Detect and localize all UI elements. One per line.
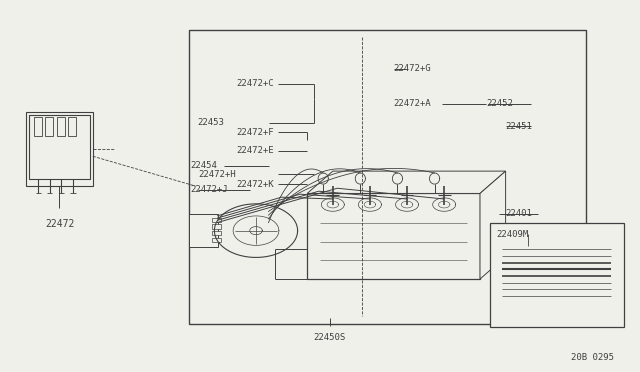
Text: 22472+J: 22472+J: [191, 185, 228, 194]
Text: 22451: 22451: [506, 122, 532, 131]
Text: 22472+E: 22472+E: [237, 146, 275, 155]
Bar: [34, 117, 42, 136]
Text: 22472+G: 22472+G: [394, 64, 431, 73]
Text: 22472+F: 22472+F: [237, 128, 275, 137]
Bar: [57, 117, 65, 136]
Text: 22453: 22453: [197, 118, 224, 127]
Text: 22409M: 22409M: [496, 230, 528, 239]
Polygon shape: [480, 171, 506, 279]
Text: 22472: 22472: [45, 219, 74, 230]
Bar: [189, 214, 218, 247]
Bar: [189, 30, 586, 324]
Bar: [45, 117, 53, 136]
Bar: [212, 224, 221, 229]
Bar: [307, 193, 480, 279]
Text: 22472+H: 22472+H: [198, 170, 236, 179]
Bar: [68, 117, 76, 136]
Text: 20B 0295: 20B 0295: [572, 353, 614, 362]
Polygon shape: [307, 171, 506, 193]
Text: 22454: 22454: [191, 161, 218, 170]
Text: 22472+C: 22472+C: [237, 79, 275, 88]
Bar: [212, 218, 221, 222]
Text: 22472+A: 22472+A: [394, 99, 431, 108]
Text: 22401: 22401: [506, 209, 532, 218]
Bar: [26, 112, 93, 186]
Text: 22450S: 22450S: [314, 333, 346, 342]
Text: 22472+K: 22472+K: [237, 180, 275, 189]
Bar: [212, 231, 221, 235]
Bar: [212, 238, 221, 242]
Bar: [490, 223, 624, 327]
Text: 22452: 22452: [486, 99, 513, 108]
Bar: [29, 115, 90, 179]
